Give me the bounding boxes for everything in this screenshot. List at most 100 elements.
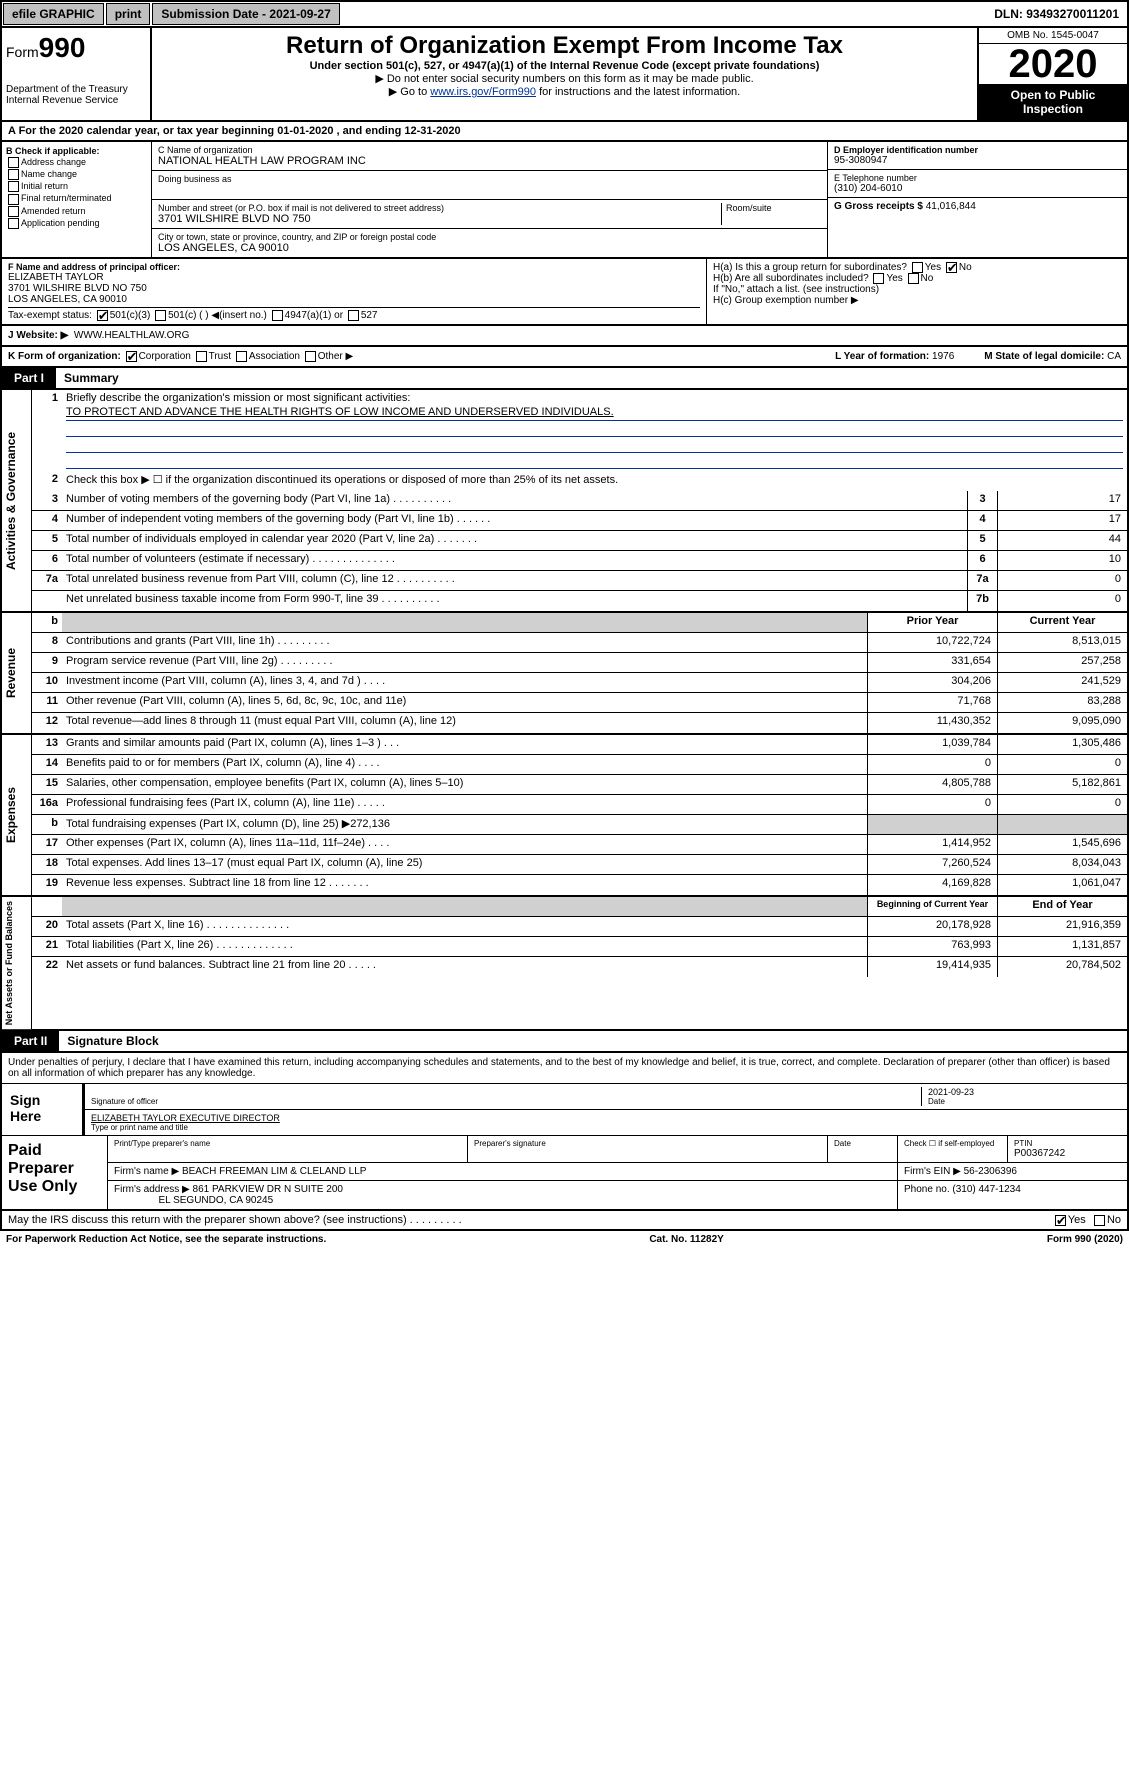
row-i: Tax-exempt status: 501(c)(3) 501(c) ( ) … xyxy=(8,307,700,321)
addr-val: 3701 WILSHIRE BLVD NO 750 xyxy=(158,213,721,225)
chk-pending[interactable]: Application pending xyxy=(6,218,147,229)
line-num: 22 xyxy=(32,957,62,977)
prep-sig-label: Preparer's signature xyxy=(474,1139,821,1148)
sig-date: 2021-09-23 xyxy=(928,1087,1121,1097)
officer-name: ELIZABETH TAYLOR xyxy=(8,272,700,283)
chk-4947[interactable] xyxy=(272,310,283,321)
header-mid: Return of Organization Exempt From Incom… xyxy=(152,28,977,120)
table-row: 8 Contributions and grants (Part VIII, l… xyxy=(32,633,1127,653)
firm-name-label: Firm's name ▶ xyxy=(114,1166,179,1177)
h-note: If "No," attach a list. (see instruction… xyxy=(713,284,1121,295)
efile-btn[interactable]: efile GRAPHIC xyxy=(3,3,104,25)
prior-val: 11,430,352 xyxy=(867,713,997,733)
header-right: OMB No. 1545-0047 2020 Open to Public In… xyxy=(977,28,1127,120)
governance-block: Activities & Governance 1 Briefly descri… xyxy=(0,390,1129,613)
chk-trust[interactable] xyxy=(196,351,207,362)
website-val: WWW.HEALTHLAW.ORG xyxy=(74,330,190,341)
page-footer: For Paperwork Reduction Act Notice, see … xyxy=(0,1231,1129,1248)
col-b-checkboxes: B Check if applicable: Address change Na… xyxy=(2,142,152,257)
line-ref: 5 xyxy=(967,531,997,550)
line-num: 16a xyxy=(32,795,62,814)
phone-label: E Telephone number xyxy=(834,173,1121,183)
dln-val: 93493270011201 xyxy=(1026,7,1119,21)
table-row: 16a Professional fundraising fees (Part … xyxy=(32,795,1127,815)
chk-other[interactable] xyxy=(305,351,316,362)
line-text: Revenue less expenses. Subtract line 18 … xyxy=(62,875,867,895)
line-num xyxy=(32,591,62,611)
line-num: 6 xyxy=(32,551,62,570)
discuss-yes[interactable] xyxy=(1055,1215,1066,1226)
discuss-no[interactable] xyxy=(1094,1215,1105,1226)
line-ref: 4 xyxy=(967,511,997,530)
line-text: Grants and similar amounts paid (Part IX… xyxy=(62,735,867,754)
officer-addr1: 3701 WILSHIRE BLVD NO 750 xyxy=(8,283,700,294)
line-ref: 3 xyxy=(967,491,997,510)
vert-netassets: Net Assets or Fund Balances xyxy=(2,897,32,1029)
paid-label: Paid Preparer Use Only xyxy=(2,1136,107,1209)
table-row: 15 Salaries, other compensation, employe… xyxy=(32,775,1127,795)
officer-label: F Name and address of principal officer: xyxy=(8,262,700,272)
line-text: Total fundraising expenses (Part IX, col… xyxy=(62,815,867,834)
table-row: b Total fundraising expenses (Part IX, c… xyxy=(32,815,1127,835)
line-text: Number of independent voting members of … xyxy=(62,511,967,530)
note-ssn: ▶ Do not enter social security numbers o… xyxy=(156,72,973,85)
hdr-prior: Prior Year xyxy=(867,613,997,632)
line-text: Other revenue (Part VIII, column (A), li… xyxy=(62,693,867,712)
sub-date: 2021-09-27 xyxy=(269,7,330,21)
irs-link[interactable]: www.irs.gov/Form990 xyxy=(430,86,536,98)
chk-assoc[interactable] xyxy=(236,351,247,362)
chk-address[interactable]: Address change xyxy=(6,157,147,168)
firm-name: BEACH FREEMAN LIM & CLELAND LLP xyxy=(182,1166,367,1177)
part1-header: Part I Summary xyxy=(0,368,1129,390)
hb-no[interactable] xyxy=(908,273,919,284)
discuss-text: May the IRS discuss this return with the… xyxy=(8,1214,462,1226)
org-name: NATIONAL HEALTH LAW PROGRAM INC xyxy=(158,155,821,167)
ha-yes[interactable] xyxy=(912,262,923,273)
line-text: Benefits paid to or for members (Part IX… xyxy=(62,755,867,774)
hb-yes[interactable] xyxy=(873,273,884,284)
perjury-text: Under penalties of perjury, I declare th… xyxy=(2,1053,1127,1083)
line2-text: Check this box ▶ ☐ if the organization d… xyxy=(62,471,1127,491)
discuss-row: May the IRS discuss this return with the… xyxy=(0,1211,1129,1231)
year-formation-label: L Year of formation: xyxy=(835,351,932,362)
line-val: 17 xyxy=(997,491,1127,510)
table-row: 18 Total expenses. Add lines 13–17 (must… xyxy=(32,855,1127,875)
col-f: F Name and address of principal officer:… xyxy=(2,259,707,324)
year-formation: 1976 xyxy=(932,351,954,362)
chk-name[interactable]: Name change xyxy=(6,169,147,180)
chk-final[interactable]: Final return/terminated xyxy=(6,193,147,204)
ein-row: D Employer identification number 95-3080… xyxy=(828,142,1127,170)
prior-val: 1,039,784 xyxy=(867,735,997,754)
vert-governance: Activities & Governance xyxy=(2,390,32,611)
prep-date-label: Date xyxy=(834,1139,891,1148)
current-val: 21,916,359 xyxy=(997,917,1127,936)
ein-val: 95-3080947 xyxy=(834,155,1121,166)
table-row: 3 Number of voting members of the govern… xyxy=(32,491,1127,511)
line-num: b xyxy=(32,815,62,834)
print-btn[interactable]: print xyxy=(106,3,151,25)
dba-val xyxy=(158,184,821,196)
line-val: 17 xyxy=(997,511,1127,530)
chk-amended[interactable]: Amended return xyxy=(6,206,147,217)
line-text: Net assets or fund balances. Subtract li… xyxy=(62,957,867,977)
chk-initial[interactable]: Initial return xyxy=(6,181,147,192)
k-label: K Form of organization: xyxy=(8,351,121,362)
gross-row: G Gross receipts $ 41,016,844 xyxy=(828,198,1127,215)
line-text: Number of voting members of the governin… xyxy=(62,491,967,510)
line-text: Total revenue—add lines 8 through 11 (mu… xyxy=(62,713,867,733)
chk-527[interactable] xyxy=(348,310,359,321)
chk-corp[interactable] xyxy=(126,351,137,362)
line1-num: 1 xyxy=(32,390,62,471)
chk-501c3[interactable] xyxy=(97,310,108,321)
line-num: 19 xyxy=(32,875,62,895)
current-val: 1,061,047 xyxy=(997,875,1127,895)
part2-tab: Part II xyxy=(2,1031,59,1051)
form-number: Form990 xyxy=(6,32,146,64)
prior-val xyxy=(867,815,997,834)
chk-501c[interactable] xyxy=(155,310,166,321)
prior-val: 4,169,828 xyxy=(867,875,997,895)
ha-no[interactable] xyxy=(946,262,957,273)
current-val: 20,784,502 xyxy=(997,957,1127,977)
line-num: 9 xyxy=(32,653,62,672)
city-val: LOS ANGELES, CA 90010 xyxy=(158,242,821,254)
